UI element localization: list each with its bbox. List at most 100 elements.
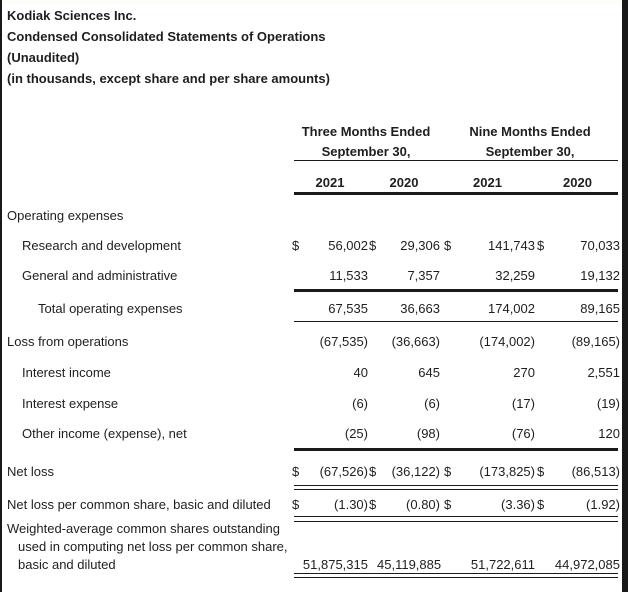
year-column-header: 2021 <box>315 175 345 190</box>
table-row: General and administrative 11,533 7,357 32,… <box>0 269 628 285</box>
cell-value: (36,663) <box>391 334 440 349</box>
cell-value: 120 <box>598 426 620 441</box>
cell-value: (67,535) <box>319 334 368 349</box>
cell-value: 36,663 <box>400 301 440 316</box>
cell-value: 174,002 <box>488 301 535 316</box>
dollar-sign: $ <box>537 238 545 253</box>
cell-value: (17) <box>511 396 535 411</box>
row-label: Interest expense <box>22 396 119 411</box>
table-rule <box>294 289 618 292</box>
header-rule <box>294 160 618 162</box>
row-label: Research and development <box>22 238 181 253</box>
dollar-sign: $ <box>444 497 452 512</box>
row-label-line: used in computing net loss per common sh… <box>18 539 288 554</box>
cell-value: (1.92) <box>586 497 620 512</box>
cell-value: (36,122) <box>391 464 440 479</box>
period-header-nine-months: Nine Months Ended September 30, <box>440 122 620 161</box>
table-row: Interest expense (6) (6) (17) (19) <box>0 397 628 413</box>
header-rule-heavy <box>294 192 618 195</box>
cell-value: (19) <box>596 396 620 411</box>
cell-value: (0.80) <box>406 497 440 512</box>
cell-value: 51,722,611 <box>470 557 535 572</box>
double-total-rule <box>294 572 618 578</box>
cell-value: 67,535 <box>328 301 368 316</box>
cell-value: (98) <box>416 426 440 441</box>
row-label: Net loss per common share, basic and dil… <box>7 497 271 512</box>
row-label-line: Weighted-average common shares outstandi… <box>7 521 280 536</box>
cell-value: 44,972,085 <box>554 557 620 572</box>
cell-value: (25) <box>344 426 368 441</box>
period-header-line1: Three Months Ended <box>301 124 431 139</box>
row-label: Other income (expense), net <box>22 426 187 441</box>
table-row: Weighted-average common shares outstandi… <box>0 522 628 576</box>
top-edge-band <box>0 0 628 4</box>
double-total-rule <box>294 484 618 490</box>
row-label: Operating expenses <box>7 208 124 223</box>
period-header-line2: September 30, <box>321 143 411 159</box>
year-column-header: 2020 <box>563 175 592 190</box>
cell-value: 56,002 <box>328 238 368 253</box>
row-label: Interest income <box>22 365 111 380</box>
period-header-line1: Nine Months Ended <box>469 124 591 139</box>
dollar-sign: $ <box>292 464 300 479</box>
row-label: General and administrative <box>22 268 178 283</box>
table-rule <box>294 321 618 323</box>
cell-value: (6) <box>352 396 368 411</box>
cell-value: 270 <box>513 365 535 380</box>
table-row: Net loss per common share, basic and dil… <box>0 498 628 514</box>
cell-value: 19,132 <box>580 268 620 283</box>
table-row: Loss from operations (67,535) (36,663) (174… <box>0 335 628 351</box>
cell-value: (67,526) <box>319 464 368 479</box>
cell-value: (3.36) <box>501 497 535 512</box>
cell-value: 45,119,885 <box>377 557 442 572</box>
table-row: Operating expenses <box>0 209 628 225</box>
year-column-header: 2021 <box>473 175 502 190</box>
dollar-sign: $ <box>369 464 377 479</box>
units-note: (in thousands, except share and per shar… <box>7 71 330 86</box>
dollar-sign: $ <box>369 238 377 253</box>
cell-value: (86,513) <box>571 464 620 479</box>
year-column-header: 2020 <box>389 175 419 190</box>
left-edge-line <box>0 0 2 592</box>
cell-value: 32,259 <box>495 268 535 283</box>
dollar-sign: $ <box>292 238 300 253</box>
double-total-rule <box>294 516 618 522</box>
cell-value: 40 <box>353 365 368 380</box>
cell-value: 7,357 <box>407 268 440 283</box>
cell-value: 2,551 <box>587 365 620 380</box>
cell-value: 89,165 <box>580 301 620 316</box>
cell-value: (76) <box>511 426 535 441</box>
table-row: Other income (expense), net (25) (98) (76) 1… <box>0 427 628 443</box>
cell-value: (6) <box>424 396 440 411</box>
right-edge-strip <box>622 0 628 592</box>
cell-value: 11,533 <box>329 268 368 283</box>
row-label: Net loss <box>7 464 54 479</box>
cell-value: (174,002) <box>479 334 535 349</box>
dollar-sign: $ <box>537 497 545 512</box>
statement-title: Condensed Consolidated Statements of Ope… <box>7 29 326 44</box>
table-row: Total operating expenses 67,535 36,663 174,… <box>0 302 628 318</box>
cell-value: 29,306 <box>400 238 440 253</box>
unaudited-note: (Unaudited) <box>7 50 80 65</box>
company-name: Kodiak Sciences Inc. <box>7 8 137 23</box>
cell-value: (173,825) <box>479 464 535 479</box>
dollar-sign: $ <box>292 497 300 512</box>
table-row: Research and development $56,002 $29,306 $1… <box>0 239 628 255</box>
cell-value: (1.30) <box>334 497 368 512</box>
dollar-sign: $ <box>369 497 377 512</box>
period-header-line2: September 30, <box>485 143 575 159</box>
dollar-sign: $ <box>537 464 545 479</box>
table-row: Interest income 40 645 270 2,551 <box>0 366 628 382</box>
table-row: Net loss $ (67,526) $ (36,122) $ (173,825) $ (86… <box>0 465 628 481</box>
cell-value: 70,033 <box>580 238 620 253</box>
table-rule <box>294 448 618 451</box>
row-label-line: basic and diluted <box>18 557 116 572</box>
row-label: Total operating expenses <box>38 301 183 316</box>
period-header-three-months: Three Months Ended September 30, <box>292 122 440 161</box>
cell-value: 141,743 <box>488 238 535 253</box>
dollar-sign: $ <box>444 238 452 253</box>
cell-value: 51,875,315 <box>302 557 368 572</box>
dollar-sign: $ <box>444 464 452 479</box>
cell-value: 645 <box>418 365 440 380</box>
